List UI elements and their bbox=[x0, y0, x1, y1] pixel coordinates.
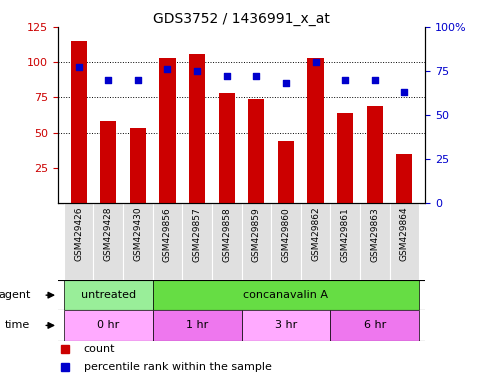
Point bbox=[253, 73, 260, 79]
Text: GSM429428: GSM429428 bbox=[104, 207, 113, 262]
Bar bbox=[367, 106, 383, 203]
Point bbox=[341, 77, 349, 83]
Bar bbox=[100, 121, 116, 203]
Text: agent: agent bbox=[0, 290, 30, 300]
Point bbox=[164, 66, 171, 72]
Text: 0 hr: 0 hr bbox=[97, 320, 119, 330]
Bar bbox=[248, 99, 265, 203]
Text: GSM429857: GSM429857 bbox=[193, 207, 201, 262]
Bar bbox=[123, 203, 153, 280]
Bar bbox=[71, 41, 87, 203]
Bar bbox=[330, 310, 419, 341]
Text: GSM429864: GSM429864 bbox=[400, 207, 409, 262]
Bar bbox=[153, 203, 182, 280]
Point bbox=[282, 80, 290, 86]
Bar bbox=[189, 54, 205, 203]
Text: 3 hr: 3 hr bbox=[275, 320, 297, 330]
Text: concanavalin A: concanavalin A bbox=[243, 290, 328, 300]
Bar bbox=[130, 128, 146, 203]
Bar bbox=[159, 58, 176, 203]
Bar bbox=[301, 203, 330, 280]
Bar bbox=[242, 203, 271, 280]
Text: GSM429858: GSM429858 bbox=[222, 207, 231, 262]
Bar bbox=[278, 141, 294, 203]
Bar bbox=[153, 310, 242, 341]
Bar bbox=[64, 280, 153, 310]
Text: count: count bbox=[84, 344, 115, 354]
Bar bbox=[360, 203, 389, 280]
Text: GSM429859: GSM429859 bbox=[252, 207, 261, 262]
Text: time: time bbox=[5, 320, 30, 330]
Text: GSM429856: GSM429856 bbox=[163, 207, 172, 262]
Text: untreated: untreated bbox=[81, 290, 136, 300]
Text: GSM429861: GSM429861 bbox=[341, 207, 350, 262]
Text: GSM429860: GSM429860 bbox=[282, 207, 290, 262]
Text: 6 hr: 6 hr bbox=[364, 320, 386, 330]
Bar bbox=[153, 280, 419, 310]
Bar bbox=[94, 203, 123, 280]
Text: percentile rank within the sample: percentile rank within the sample bbox=[84, 362, 271, 372]
Bar bbox=[182, 203, 212, 280]
Bar bbox=[271, 203, 301, 280]
Point bbox=[371, 77, 379, 83]
Bar bbox=[396, 154, 412, 203]
Title: GDS3752 / 1436991_x_at: GDS3752 / 1436991_x_at bbox=[153, 12, 330, 26]
Point bbox=[134, 77, 142, 83]
Point bbox=[400, 89, 408, 95]
Bar bbox=[242, 310, 330, 341]
Point bbox=[223, 73, 230, 79]
Bar bbox=[389, 203, 419, 280]
Point bbox=[312, 59, 319, 65]
Text: GSM429430: GSM429430 bbox=[133, 207, 142, 262]
Bar bbox=[219, 93, 235, 203]
Bar bbox=[337, 113, 353, 203]
Bar bbox=[330, 203, 360, 280]
Text: GSM429863: GSM429863 bbox=[370, 207, 379, 262]
Point bbox=[104, 77, 112, 83]
Text: GSM429426: GSM429426 bbox=[74, 207, 83, 262]
Bar bbox=[307, 58, 324, 203]
Point bbox=[193, 68, 201, 74]
Text: GSM429862: GSM429862 bbox=[311, 207, 320, 262]
Bar bbox=[64, 310, 153, 341]
Point bbox=[75, 64, 83, 70]
Bar bbox=[64, 203, 94, 280]
Text: 1 hr: 1 hr bbox=[186, 320, 208, 330]
Bar bbox=[212, 203, 242, 280]
